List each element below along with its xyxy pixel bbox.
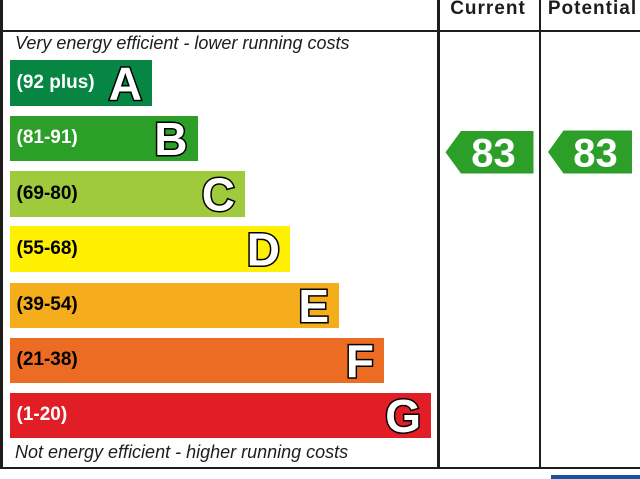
svg-text:83: 83 [471,131,516,175]
svg-text:83: 83 [573,131,618,175]
svg-text:C: C [202,168,235,220]
svg-text:G: G [385,390,421,442]
svg-text:E: E [298,280,329,332]
svg-text:D: D [247,224,280,276]
svg-text:B: B [154,113,187,165]
svg-text:A: A [109,57,142,109]
svg-text:F: F [346,335,374,387]
